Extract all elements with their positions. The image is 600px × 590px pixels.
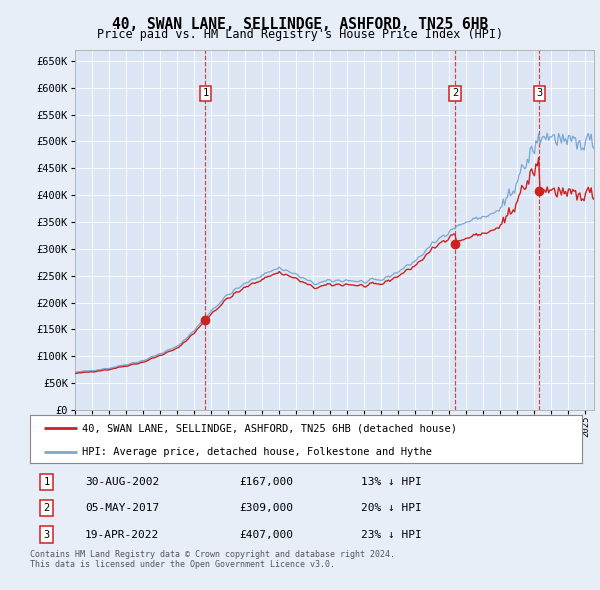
Text: 1: 1 <box>43 477 50 487</box>
Text: 1: 1 <box>202 88 208 99</box>
Text: 05-MAY-2017: 05-MAY-2017 <box>85 503 160 513</box>
Text: 19-APR-2022: 19-APR-2022 <box>85 530 160 540</box>
Text: £167,000: £167,000 <box>240 477 294 487</box>
Text: 23% ↓ HPI: 23% ↓ HPI <box>361 530 422 540</box>
Text: 13% ↓ HPI: 13% ↓ HPI <box>361 477 422 487</box>
Text: 20% ↓ HPI: 20% ↓ HPI <box>361 503 422 513</box>
Text: £407,000: £407,000 <box>240 530 294 540</box>
Text: 40, SWAN LANE, SELLINDGE, ASHFORD, TN25 6HB (detached house): 40, SWAN LANE, SELLINDGE, ASHFORD, TN25 … <box>82 423 457 433</box>
Text: 40, SWAN LANE, SELLINDGE, ASHFORD, TN25 6HB: 40, SWAN LANE, SELLINDGE, ASHFORD, TN25 … <box>112 17 488 31</box>
Text: 3: 3 <box>43 530 50 540</box>
Text: HPI: Average price, detached house, Folkestone and Hythe: HPI: Average price, detached house, Folk… <box>82 447 433 457</box>
Text: 2: 2 <box>452 88 458 99</box>
Text: 2: 2 <box>43 503 50 513</box>
Text: Price paid vs. HM Land Registry's House Price Index (HPI): Price paid vs. HM Land Registry's House … <box>97 28 503 41</box>
Text: £309,000: £309,000 <box>240 503 294 513</box>
Text: Contains HM Land Registry data © Crown copyright and database right 2024.
This d: Contains HM Land Registry data © Crown c… <box>30 550 395 569</box>
Text: 30-AUG-2002: 30-AUG-2002 <box>85 477 160 487</box>
Text: 3: 3 <box>536 88 542 99</box>
